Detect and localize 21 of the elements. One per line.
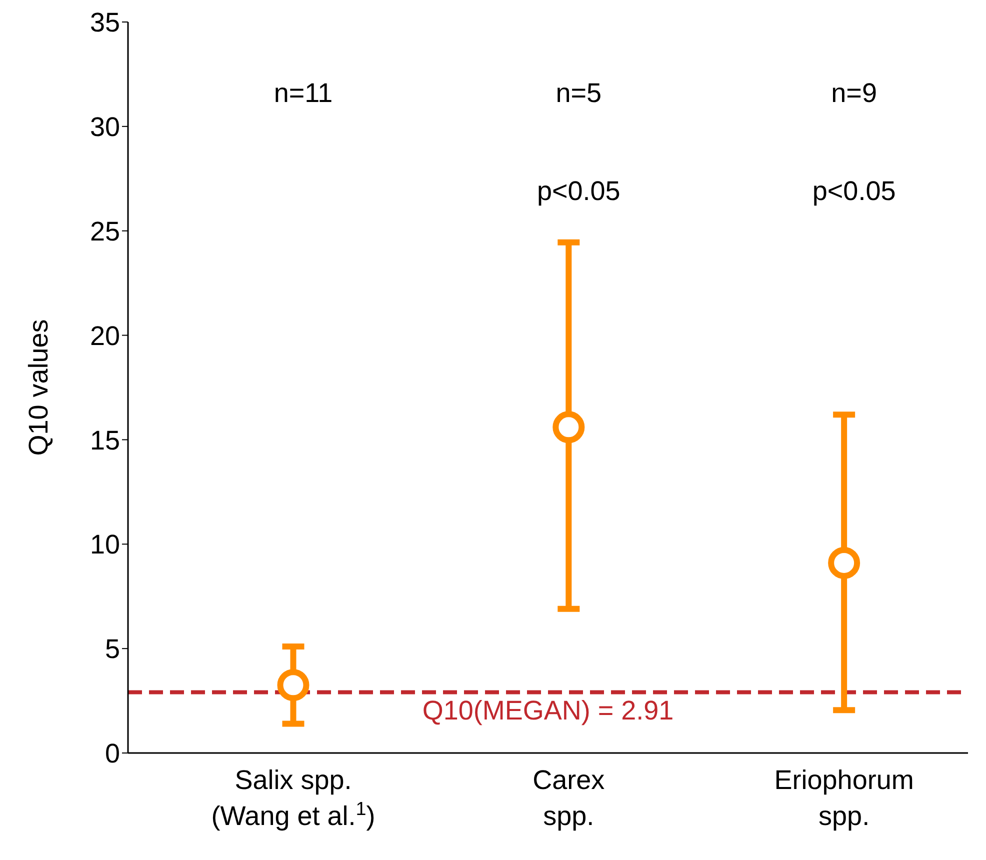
- y-tick-label: 25: [90, 216, 120, 246]
- x-tick-label: Carex spp.: [532, 765, 606, 831]
- y-tick-label: 20: [90, 320, 120, 351]
- y-tick-label: 35: [90, 8, 120, 38]
- annotation: n=5: [556, 78, 602, 108]
- x-tick-label: Eriophorum spp.: [774, 765, 914, 831]
- annotation: n=9: [831, 78, 877, 108]
- x-tick-label: Salix spp. (Wang et al.$^{1}$): [211, 765, 376, 831]
- point: [552, 411, 585, 444]
- annotation: n=11: [274, 78, 333, 108]
- y-axis-title: Q10 values: [24, 319, 54, 456]
- point: [828, 546, 860, 579]
- y-tick-label: 15: [90, 425, 120, 456]
- y-tick-label: 0: [104, 738, 120, 769]
- point: [277, 669, 310, 702]
- y-tick-label: 5: [104, 634, 120, 664]
- annotation: p<0.05: [812, 176, 896, 206]
- ref-line-label: Q10(MEGAN) = 2.91: [422, 695, 674, 726]
- y-tick-label: 10: [90, 530, 120, 560]
- annotation: p<0.05: [536, 176, 620, 206]
- y-tick-label: 30: [90, 112, 120, 142]
